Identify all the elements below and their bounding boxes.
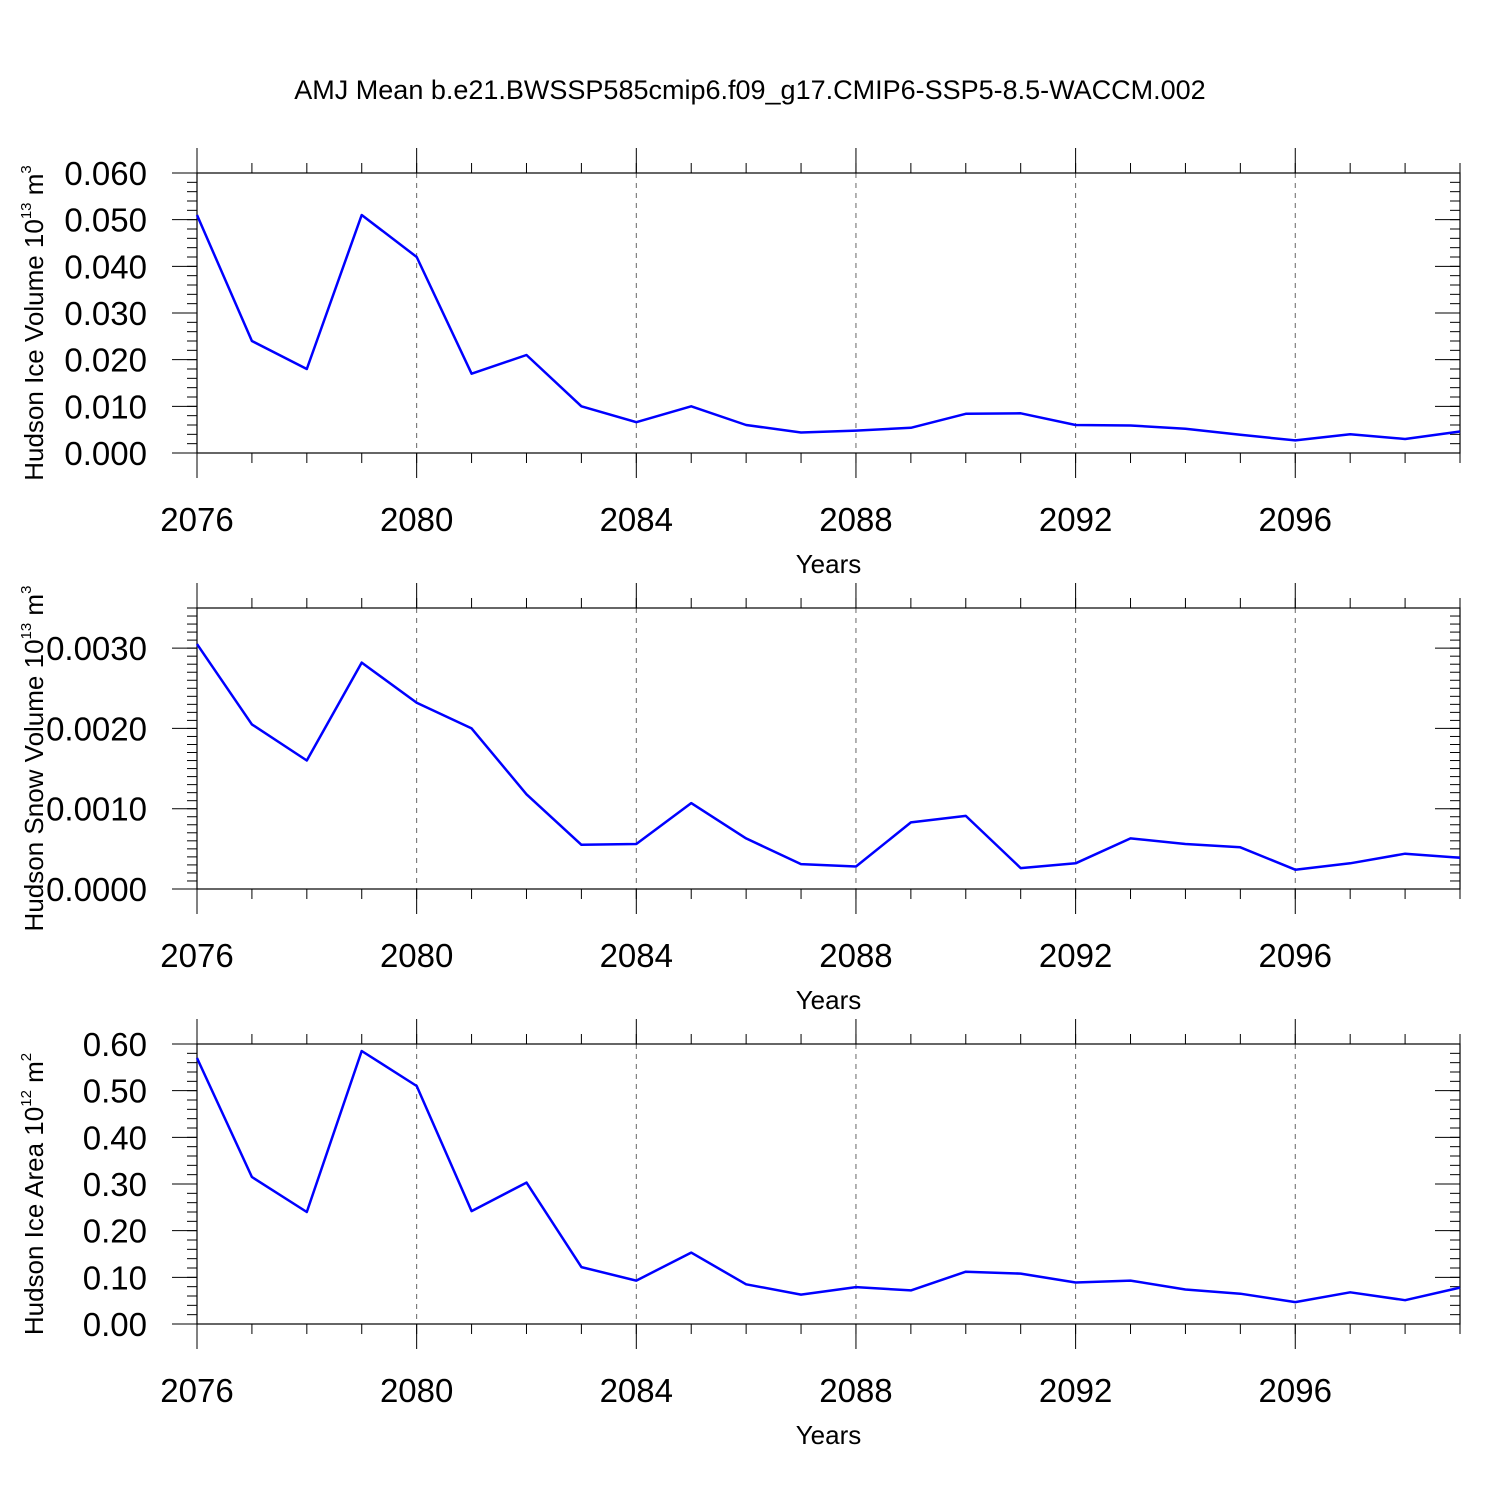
y-tick-label: 0.0000	[46, 871, 147, 908]
y-tick-label: 0.20	[83, 1213, 147, 1250]
x-tick-label: 2076	[160, 1372, 233, 1409]
y-axis-label: Hudson Ice Area 1012 m2	[18, 1053, 49, 1335]
plot-frame	[196, 1043, 1461, 1325]
x-tick-label: 2088	[819, 1372, 892, 1409]
y-axis-label-unit-exponent: 2	[18, 1053, 35, 1061]
y-tick-label: 0.10	[83, 1259, 147, 1296]
x-tick-label: 2092	[1039, 937, 1112, 974]
x-tick-label: 2096	[1259, 937, 1332, 974]
x-tick-label: 2088	[819, 501, 892, 538]
y-tick-label: 0.020	[64, 342, 147, 379]
x-tick-label: 2080	[380, 1372, 453, 1409]
y-axis-label-text: Hudson Snow Volume 10	[19, 639, 49, 931]
y-axis-label: Hudson Snow Volume 1013 m3	[18, 586, 49, 932]
y-axis-label-text: Hudson Ice Area 10	[19, 1107, 49, 1335]
chart-title: AMJ Mean b.e21.BWSSP585cmip6.f09_g17.CMI…	[294, 75, 1205, 105]
y-tick-label: 0.00	[83, 1306, 147, 1343]
y-axis-label-exponent: 13	[18, 202, 35, 219]
y-tick-label: 0.000	[64, 435, 147, 472]
series-line	[195, 213, 1461, 442]
x-tick-label: 2084	[600, 937, 673, 974]
panel-3: 0.00 0.10 0.20 0.30 0.40 0.50 0.60 2076 2080 2084…	[18, 1019, 1461, 1450]
x-axis-label: Years	[796, 549, 862, 579]
y-axis-label-unit-exponent: 3	[18, 165, 35, 173]
y-tick-label: 0.0010	[46, 791, 147, 828]
y-tick-label: 0.0030	[46, 630, 147, 667]
x-tick-label: 2084	[600, 501, 673, 538]
y-tick-label: 0.050	[64, 202, 147, 239]
x-tick-label: 2096	[1259, 501, 1332, 538]
x-tick-label: 2076	[160, 937, 233, 974]
y-axis-label-exponent: 13	[18, 623, 35, 640]
y-tick-label: 0.40	[83, 1119, 147, 1156]
x-tick-label: 2080	[380, 501, 453, 538]
x-tick-label: 2080	[380, 937, 453, 974]
panels: 0.000 0.010 0.020 0.030 0.040 0.050 0.060 2076 2…	[18, 148, 1461, 1450]
plot-frame	[196, 172, 1461, 454]
x-tick-label: 2084	[600, 1372, 673, 1409]
y-tick-label: 0.50	[83, 1073, 147, 1110]
panel-1: 0.000 0.010 0.020 0.030 0.040 0.050 0.060 2076 2…	[18, 148, 1461, 579]
y-axis-label-unit-exponent: 3	[18, 586, 35, 594]
x-tick-label: 2076	[160, 501, 233, 538]
y-tick-label: 0.030	[64, 295, 147, 332]
x-axis-label: Years	[796, 1420, 862, 1450]
series-line	[195, 643, 1461, 871]
y-axis-label-text: Hudson Ice Volume 10	[19, 219, 49, 481]
plot-frame	[196, 607, 1461, 890]
y-axis-label-exponent: 12	[18, 1090, 35, 1107]
y-axis-label-unit: m	[19, 594, 49, 623]
x-tick-label: 2092	[1039, 501, 1112, 538]
y-tick-label: 0.010	[64, 388, 147, 425]
y-axis-label: Hudson Ice Volume 1013 m3	[18, 165, 49, 481]
y-axis-label-unit: m	[19, 1061, 49, 1090]
panel-2: 0.0000 0.0010 0.0020 0.0030 2076 2080 2084 2088…	[18, 583, 1461, 1015]
x-tick-label: 2096	[1259, 1372, 1332, 1409]
series-line	[195, 1049, 1461, 1304]
y-tick-label: 0.060	[64, 155, 147, 192]
y-tick-label: 0.30	[83, 1166, 147, 1203]
x-axis-label: Years	[796, 985, 862, 1015]
y-tick-label: 0.0020	[46, 710, 147, 747]
x-tick-label: 2092	[1039, 1372, 1112, 1409]
y-tick-label: 0.60	[83, 1026, 147, 1063]
y-axis-label-unit: m	[19, 174, 49, 203]
x-tick-label: 2088	[819, 937, 892, 974]
y-tick-label: 0.040	[64, 248, 147, 285]
